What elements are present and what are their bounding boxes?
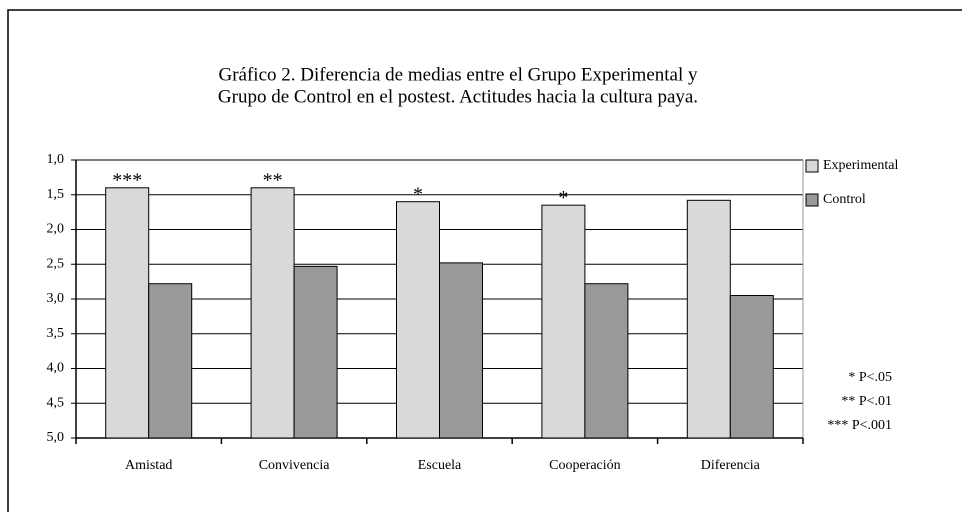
y-tick-label: 4,5	[47, 395, 65, 410]
y-tick-label: 5,0	[47, 430, 65, 445]
bar	[250, 187, 295, 439]
bar	[729, 295, 774, 439]
y-tick-label: 1,0	[47, 152, 65, 167]
x-tick-label: Amistad	[125, 458, 172, 473]
y-tick-label: 1,5	[47, 187, 65, 202]
legend-swatch	[805, 193, 819, 207]
legend-label: Experimental	[823, 158, 899, 173]
bar	[541, 204, 586, 439]
significance-mark: **	[263, 169, 283, 191]
significance-mark: *	[413, 183, 423, 205]
significance-mark: ***	[112, 169, 142, 191]
chart-title: Gráfico 2. Diferencia de medias entre el…	[218, 64, 698, 85]
x-tick-label: Escuela	[418, 458, 462, 473]
bar	[293, 265, 338, 439]
chart-title: Grupo de Control en el postest. Actitude…	[218, 86, 698, 107]
frame	[7, 9, 962, 512]
legend-label: Control	[823, 192, 866, 207]
x-tick-label: Cooperación	[549, 458, 621, 473]
significance-note: *** P<.001	[827, 418, 892, 433]
y-tick-label: 2,5	[47, 256, 65, 271]
y-tick-label: 3,0	[47, 291, 65, 306]
y-tick-label: 4,0	[47, 361, 65, 376]
bar	[686, 199, 731, 439]
significance-note: * P<.05	[848, 370, 892, 385]
y-tick-label: 3,5	[47, 326, 65, 341]
bar	[584, 283, 629, 439]
legend-swatch	[805, 159, 819, 173]
x-tick-label: Convivencia	[259, 458, 331, 473]
significance-note: ** P<.01	[841, 394, 892, 409]
bar	[396, 201, 440, 439]
y-tick-label: 2,0	[47, 222, 65, 237]
significance-mark: *	[558, 187, 568, 209]
x-tick-label: Diferencia	[701, 458, 761, 473]
bar	[148, 283, 193, 439]
bar	[439, 262, 483, 439]
bar	[105, 187, 150, 439]
